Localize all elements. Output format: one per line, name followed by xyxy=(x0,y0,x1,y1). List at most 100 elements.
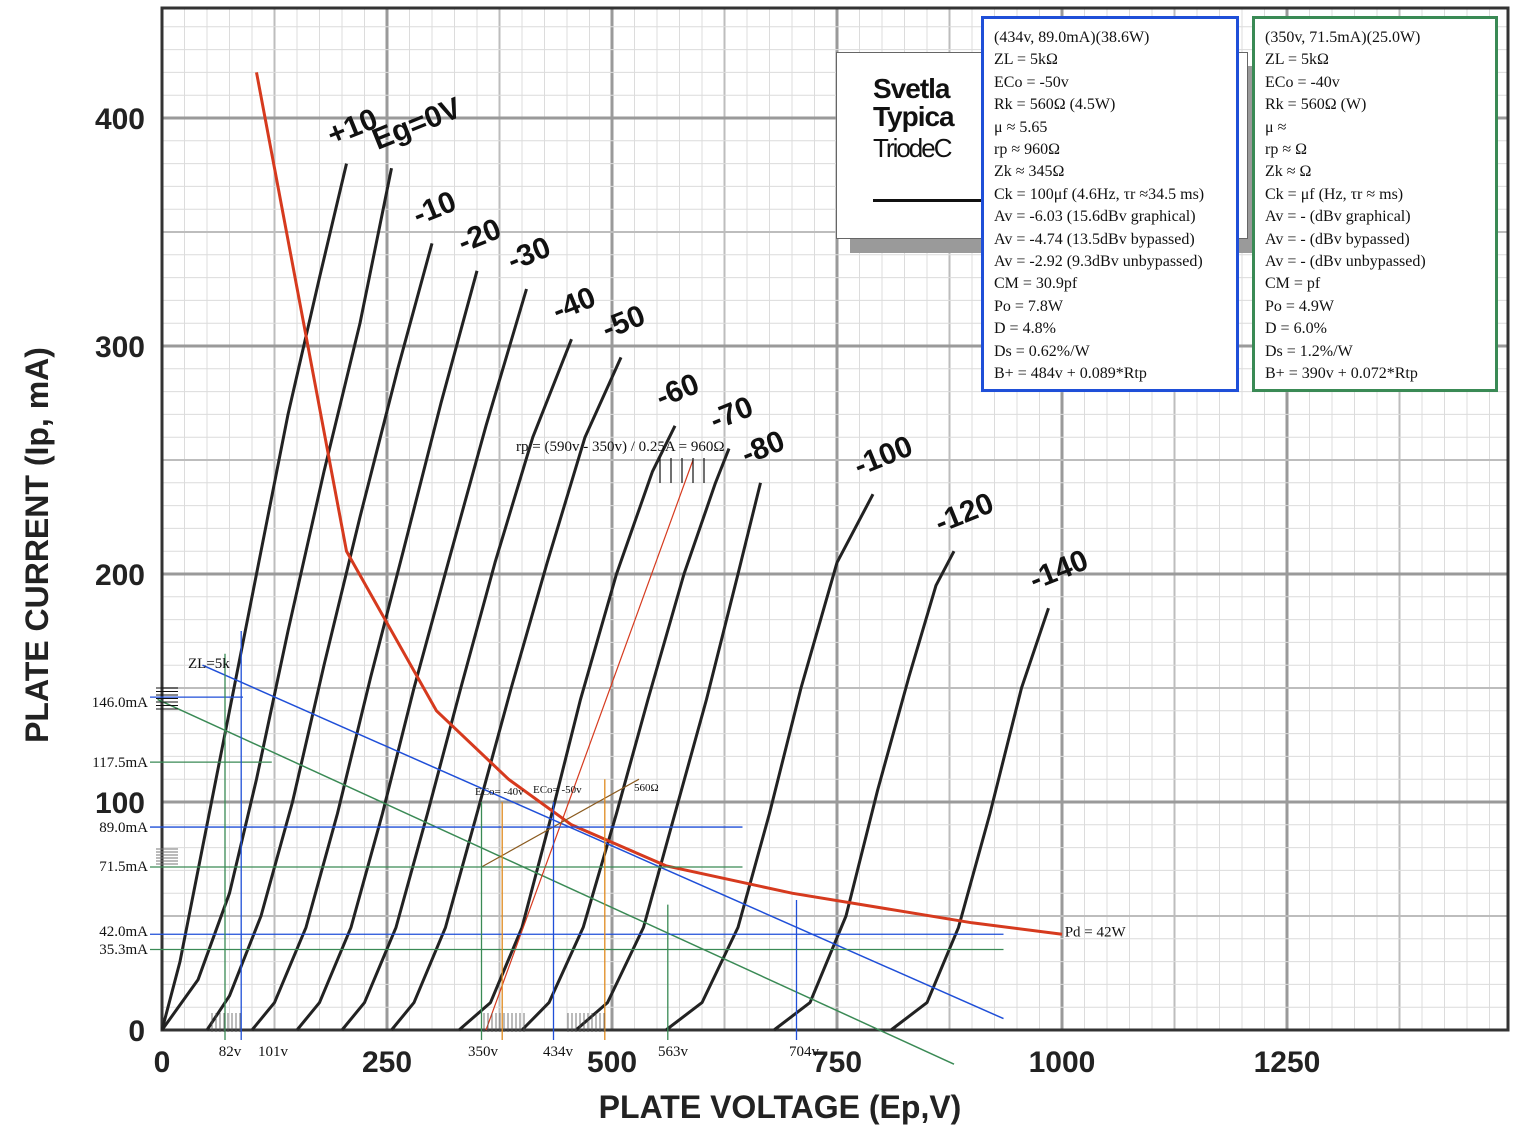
x-axis-title: PLATE VOLTAGE (Ep,V) xyxy=(599,1089,962,1125)
spec-line: Zk ≈ Ω xyxy=(1265,163,1312,181)
plate-curve xyxy=(250,270,479,1031)
rp-annotation: rp = (590v - 350v) / 0.25A = 960Ω xyxy=(516,439,724,455)
voltage-label: 434v xyxy=(543,1044,574,1060)
spec-line: Ck = 100μf (4.6Hz, τr ≈34.5 ms) xyxy=(994,185,1205,203)
curve-label: -40 xyxy=(548,281,601,328)
spec-line: Ds = 1.2%/W xyxy=(1265,342,1353,360)
plate-curve xyxy=(160,167,393,1031)
operating-point-box-434v: (434v, 89.0mA)(38.6W) ZL = 5kΩ ECo = -50v R… xyxy=(981,16,1239,392)
load-line xyxy=(202,664,1004,1020)
spec-line: Ck = μf (Hz, τr ≈ ms) xyxy=(1265,185,1404,203)
y-tick-label: 300 xyxy=(95,331,145,364)
spec-line: CM = pf xyxy=(1265,275,1321,293)
y-tick-label: 200 xyxy=(95,559,145,592)
voltage-label: 563v xyxy=(658,1044,689,1060)
voltage-label: 82v xyxy=(219,1044,242,1060)
curve-label: -30 xyxy=(503,231,556,278)
spec-line: CM = 30.9pf xyxy=(994,275,1078,293)
voltage-label: 704v xyxy=(789,1044,820,1060)
plate-curve xyxy=(890,607,1050,1032)
eco40-label: ECo= -40v xyxy=(475,786,524,798)
bias-line xyxy=(481,778,640,868)
title-rule xyxy=(873,199,983,202)
y-tick-label: 400 xyxy=(95,103,145,136)
y-tick-label: 0 xyxy=(128,1015,145,1048)
pd-label: Pd = 42W xyxy=(1065,925,1127,941)
plate-curve xyxy=(205,243,434,1031)
plate-curve xyxy=(295,288,528,1031)
spec-line: Rk = 560Ω (W) xyxy=(1265,96,1367,114)
curve-label: -70 xyxy=(705,390,758,437)
x-tick-label: 500 xyxy=(587,1046,637,1079)
spec-line: ZL = 5kΩ xyxy=(994,51,1058,69)
load-line xyxy=(157,698,955,1065)
x-tick-label: 1000 xyxy=(1029,1046,1096,1079)
spec-line: μ ≈ 5.65 xyxy=(994,118,1048,136)
spec-line: Av = - (dBv unbypassed) xyxy=(1265,253,1426,271)
y-axis-title: PLATE CURRENT (Ip, mA) xyxy=(19,347,55,743)
spec-line: Av = - (dBv bypassed) xyxy=(1265,230,1410,248)
dissipation-curve xyxy=(255,72,1063,936)
plate-curve xyxy=(340,338,573,1031)
curve-label: -120 xyxy=(930,487,998,540)
current-label: 117.5mA xyxy=(92,755,148,771)
voltage-label: 350v xyxy=(468,1044,499,1060)
spec-line: Po = 4.9W xyxy=(1265,297,1335,315)
spec-line: (434v, 89.0mA)(38.6W) xyxy=(994,29,1150,46)
current-label: 146.0mA xyxy=(92,695,148,711)
spec-line: rp ≈ 960Ω xyxy=(994,141,1060,159)
spec-line: ECo = -50v xyxy=(994,73,1069,91)
plate-curve xyxy=(575,482,762,1032)
brand-subtitle-2: TriodeC xyxy=(873,133,953,163)
current-label: 89.0mA xyxy=(99,820,148,836)
curve-label: -10 xyxy=(408,185,461,232)
spec-line: rp ≈ Ω xyxy=(1265,141,1307,159)
spec-line: (350v, 71.5mA)(25.0W) xyxy=(1265,29,1421,46)
plate-curves xyxy=(160,163,1050,1032)
brand-subtitle: Typica xyxy=(873,101,955,132)
curve-label: -20 xyxy=(453,212,506,259)
x-tick-label: 750 xyxy=(812,1046,862,1079)
spec-line: ZL = 5kΩ xyxy=(1265,51,1329,69)
spec-line: Av = -2.92 (9.3dBv unbypassed) xyxy=(994,253,1203,271)
spec-line: Av = -4.74 (13.5dBv bypassed) xyxy=(994,230,1195,248)
spec-line: B+ = 390v + 0.072*Rtp xyxy=(1265,365,1418,383)
curve-label: -60 xyxy=(651,367,704,414)
x-tick-label: 0 xyxy=(154,1046,171,1079)
rp-line xyxy=(485,459,694,1031)
spec-line: Av = - (dBv graphical) xyxy=(1265,208,1411,226)
spec-line: B+ = 484v + 0.089*Rtp xyxy=(994,365,1147,383)
plate-curve xyxy=(520,448,731,1032)
zl-label: ZL=5k xyxy=(188,656,230,672)
spec-line: Po = 7.8W xyxy=(994,297,1064,315)
curve-label: -80 xyxy=(737,424,790,471)
x-tick-label: 250 xyxy=(362,1046,412,1079)
operating-point-box-350v: (350v, 71.5mA)(25.0W) ZL = 5kΩ ECo = -40v R… xyxy=(1252,16,1498,392)
current-label: 35.3mA xyxy=(99,942,148,958)
spec-line: ECo = -40v xyxy=(1265,73,1340,91)
spec-line: D = 4.8% xyxy=(994,320,1056,338)
spec-line: Av = -6.03 (15.6dBv graphical) xyxy=(994,208,1196,226)
brand-title: Svetla xyxy=(873,73,950,104)
plate-curve xyxy=(665,493,875,1032)
eco50-label: ECo= -50v xyxy=(533,784,582,796)
x-tick-label: 1250 xyxy=(1254,1046,1321,1079)
r560-label: 560Ω xyxy=(634,782,659,794)
current-label: 42.0mA xyxy=(99,924,148,940)
spec-line: Zk ≈ 345Ω xyxy=(994,163,1065,181)
plate-curve xyxy=(458,425,677,1032)
plate-curve xyxy=(160,163,348,1031)
spec-line: D = 6.0% xyxy=(1265,320,1327,338)
voltage-label: 101v xyxy=(258,1044,289,1060)
y-tick-label: 100 xyxy=(95,787,145,820)
operating-point-overlays xyxy=(150,72,1063,1065)
spec-line: μ ≈ xyxy=(1265,118,1287,136)
spec-line: Rk = 560Ω (4.5W) xyxy=(994,96,1116,114)
curve-label: -50 xyxy=(597,299,650,346)
plate-curve xyxy=(773,550,956,1032)
plate-curve xyxy=(390,356,623,1031)
spec-line: Ds = 0.62%/W xyxy=(994,342,1090,360)
plot-frame xyxy=(160,6,1510,1032)
curve-label: Eg=0V xyxy=(368,91,466,156)
